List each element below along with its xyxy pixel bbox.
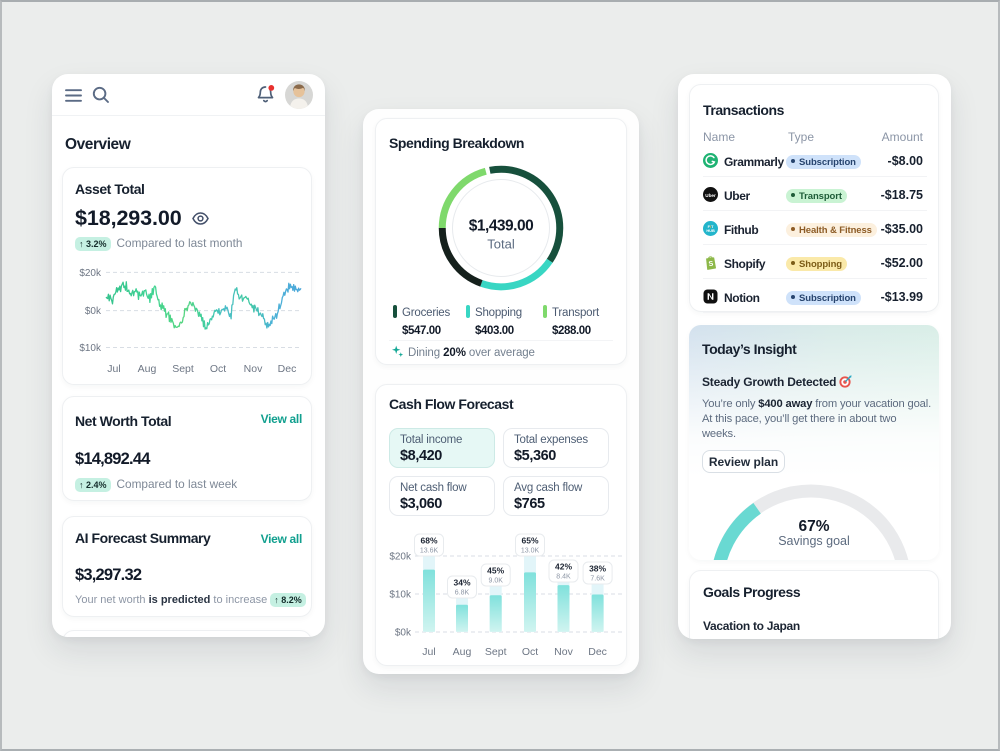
svg-text:7.6K: 7.6K: [590, 576, 605, 583]
svg-text:S: S: [708, 261, 714, 269]
svg-text:$0k: $0k: [85, 306, 102, 317]
svg-text:9.0K: 9.0K: [488, 578, 503, 585]
svg-text:Nov: Nov: [244, 363, 263, 375]
svg-text:Dec: Dec: [278, 363, 297, 375]
svg-text:Jul: Jul: [107, 363, 120, 375]
svg-text:$20k: $20k: [389, 551, 412, 562]
svg-text:65%: 65%: [521, 536, 538, 546]
svg-text:Sept: Sept: [172, 363, 194, 375]
svg-text:67%: 67%: [798, 518, 829, 535]
svg-text:42%: 42%: [555, 562, 572, 572]
svg-text:$20k: $20k: [79, 268, 102, 279]
svg-text:$10k: $10k: [389, 589, 412, 600]
svg-text:Dec: Dec: [588, 646, 607, 658]
svg-text:13.6K: 13.6K: [420, 548, 439, 555]
svg-text:38%: 38%: [589, 564, 606, 574]
svg-text:Total: Total: [487, 237, 515, 252]
svg-text:Nov: Nov: [554, 646, 573, 658]
svg-text:Aug: Aug: [138, 363, 157, 375]
svg-text:13.0K: 13.0K: [521, 548, 540, 555]
svg-text:45%: 45%: [487, 566, 504, 576]
svg-text:$0k: $0k: [395, 627, 412, 638]
svg-text:68%: 68%: [420, 536, 437, 546]
svg-text:8.4K: 8.4K: [556, 574, 571, 581]
svg-text:Oct: Oct: [210, 363, 226, 375]
svg-text:6.8K: 6.8K: [455, 590, 470, 597]
svg-text:Uber: Uber: [705, 193, 716, 198]
svg-text:Jul: Jul: [422, 646, 435, 658]
svg-text:FIT: FIT: [708, 224, 714, 229]
svg-text:Savings goal: Savings goal: [778, 534, 850, 548]
svg-text:$1,439.00: $1,439.00: [469, 218, 533, 235]
svg-text:34%: 34%: [453, 578, 470, 588]
svg-text:HUB: HUB: [706, 228, 715, 233]
svg-text:Oct: Oct: [522, 646, 538, 658]
svg-text:$10k: $10k: [79, 343, 102, 354]
svg-text:Aug: Aug: [453, 646, 472, 658]
svg-text:Sept: Sept: [485, 646, 507, 658]
